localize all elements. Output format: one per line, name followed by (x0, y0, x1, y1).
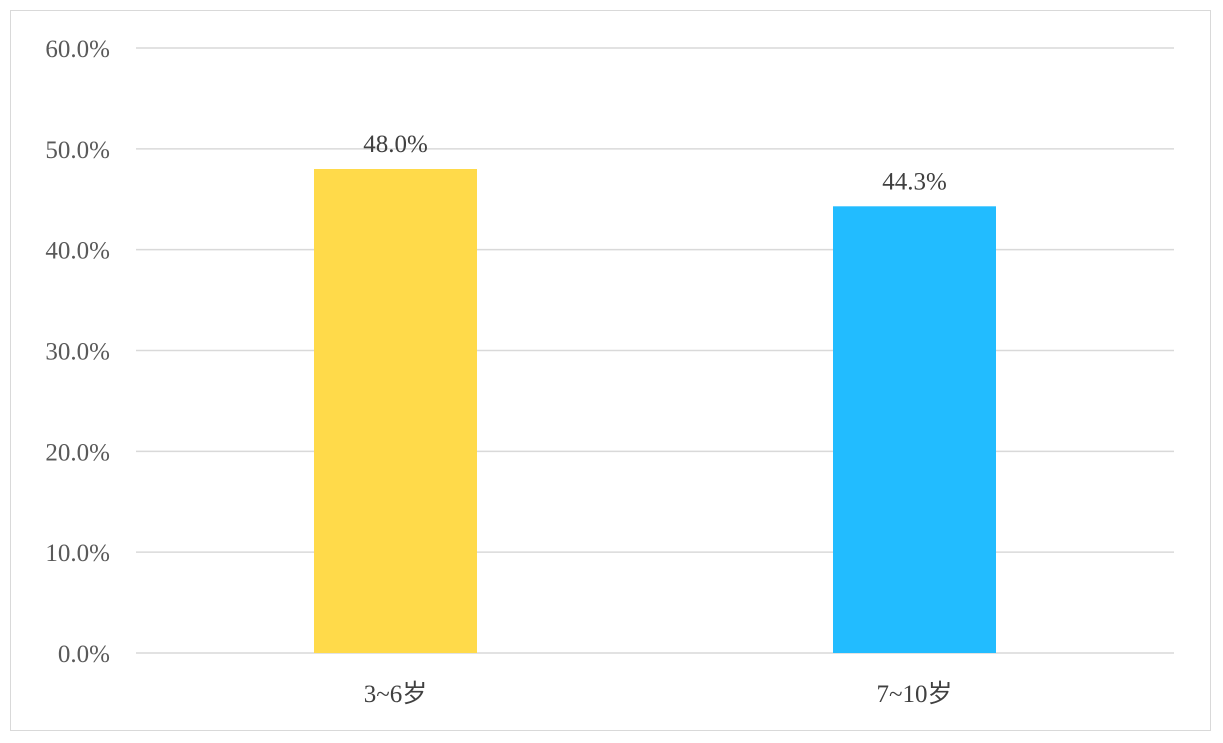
x-category-label: 3~6岁 (364, 680, 428, 708)
x-axis-category-labels: 3~6岁 7~10岁 (364, 680, 953, 708)
data-label: 44.3% (882, 168, 947, 195)
data-labels: 48.0% 44.3% (363, 131, 947, 195)
y-tick-label: 20.0% (45, 439, 110, 466)
y-tick-label: 10.0% (45, 540, 110, 567)
bar-1 (314, 169, 477, 653)
y-tick-label: 0.0% (58, 641, 110, 668)
y-axis-tick-labels: 0.0% 10.0% 20.0% 30.0% 40.0% 50.0% 60.0% (45, 36, 110, 668)
data-label: 48.0% (363, 131, 428, 158)
y-tick-label: 50.0% (45, 137, 110, 164)
chart-frame (10, 10, 1211, 731)
bars (314, 169, 996, 653)
x-category-label: 7~10岁 (876, 680, 952, 708)
y-tick-label: 40.0% (45, 238, 110, 265)
y-tick-label: 60.0% (45, 36, 110, 63)
y-tick-label: 30.0% (45, 339, 110, 366)
bar-2 (833, 206, 996, 653)
gridlines (136, 47, 1174, 654)
